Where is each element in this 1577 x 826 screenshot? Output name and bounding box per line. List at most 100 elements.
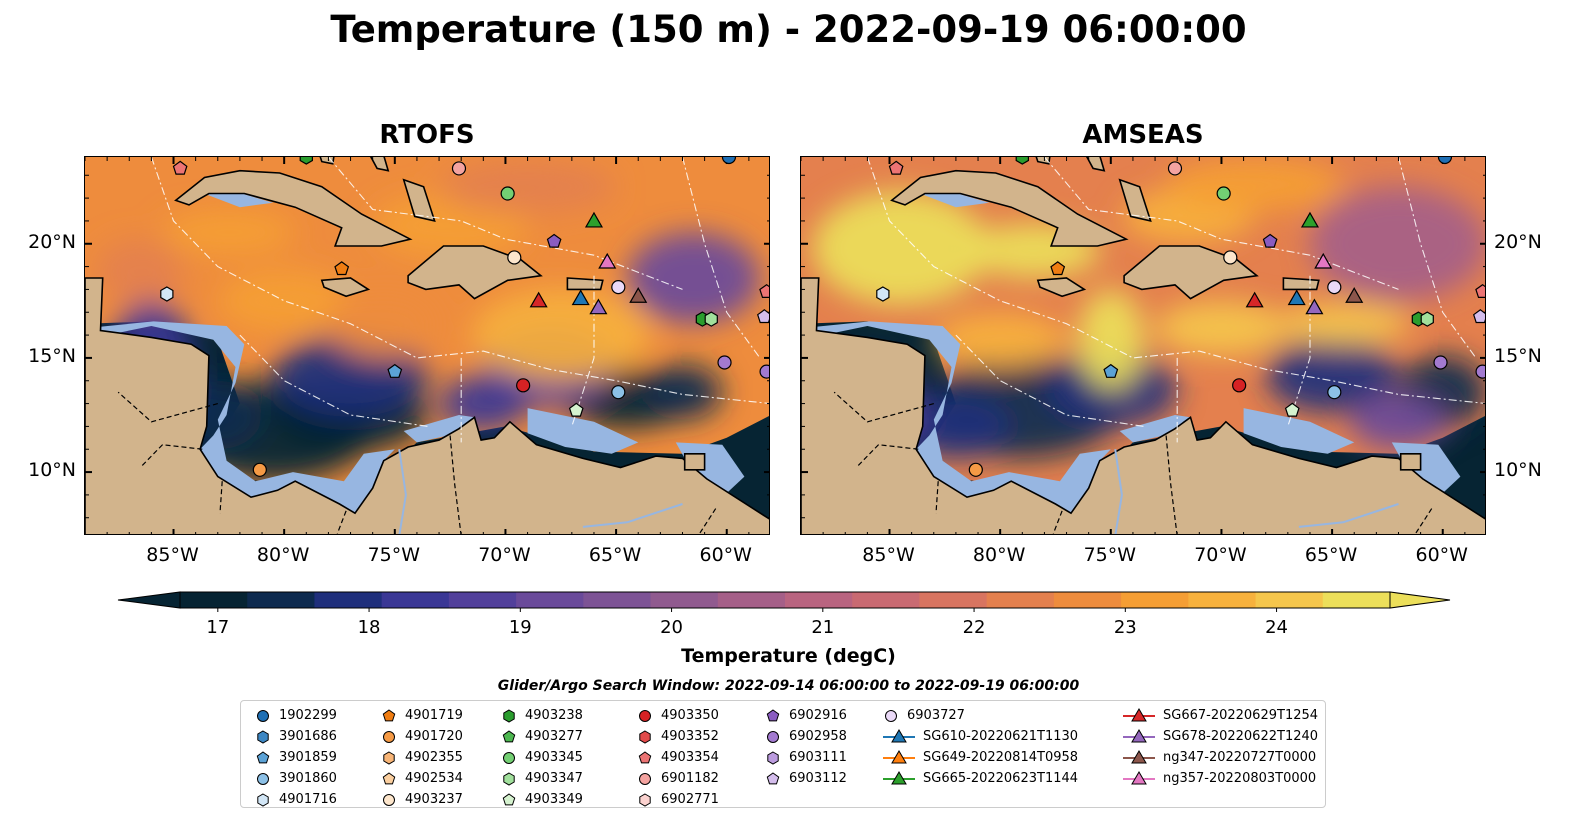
country-border [139, 444, 203, 468]
tick-label: 65°W [588, 544, 642, 566]
shallow-shelf [801, 321, 1111, 514]
legend-label: SG649-20220814T0958 [923, 750, 1079, 765]
country-border [855, 444, 919, 468]
argo-float-4903345[interactable] [500, 186, 515, 201]
argo-float-4903354[interactable] [888, 160, 904, 175]
legend-label: 3901859 [279, 750, 337, 765]
glider-ng347-20220727T0000[interactable] [1345, 287, 1364, 303]
tick-label: 70°W [1194, 544, 1247, 566]
argo-float-6902916[interactable] [546, 233, 562, 248]
argo-float-4903347[interactable] [704, 311, 718, 327]
glider-ng357-20220803T0000[interactable] [1314, 252, 1333, 269]
legend: 1902299 3901686 3901859 3901860 4901716 49017… [240, 700, 1326, 808]
glider-SG665-20220623T1144[interactable] [584, 211, 604, 228]
argo-float-6902958[interactable] [1475, 364, 1486, 379]
argo-float-4903354[interactable] [1475, 283, 1486, 298]
argo-float-6903727[interactable] [1327, 280, 1342, 295]
tick-label: 20°N [28, 230, 76, 253]
argo-float-4903349[interactable] [1284, 402, 1300, 417]
land-bahamas3 [402, 178, 436, 222]
argo-float-4901720[interactable] [252, 462, 267, 477]
argo-float-6902958[interactable] [1433, 355, 1448, 370]
argo-float-4903238[interactable] [1015, 157, 1029, 165]
legend-label: 4903352 [661, 729, 719, 744]
argo-float-4903350[interactable] [516, 378, 531, 393]
argo-float-3901859[interactable] [387, 363, 403, 378]
circle-marker-icon [383, 730, 395, 743]
glider-SG665-20220623T1144[interactable] [1300, 211, 1320, 228]
glider-ng357-20220803T0000[interactable] [598, 252, 617, 269]
argo-float-4903345[interactable] [1216, 186, 1231, 201]
legend-item: 4903352 [637, 726, 719, 747]
colorbar-extend-low [117, 591, 181, 609]
tick-label: 20°N [1494, 230, 1542, 253]
argo-float-1902299[interactable] [1437, 157, 1453, 165]
pentagon-marker-icon [382, 771, 396, 784]
country-border [935, 481, 939, 514]
legend-label: 1902299 [279, 708, 337, 723]
tick-label: 65°W [1304, 544, 1358, 566]
argo-float-4903238[interactable] [299, 157, 313, 165]
land-trinidad [1399, 452, 1422, 471]
triangle-marker-icon [883, 728, 915, 742]
glider-SG678-20220622T1240[interactable] [589, 298, 608, 315]
legend-item: 4903354 [637, 747, 719, 768]
river [1298, 503, 1399, 528]
argo-float-1902299[interactable] [721, 157, 737, 165]
colorbar-tick-label: 19 [508, 617, 532, 638]
land-cuba [890, 169, 1129, 247]
argo-float-4903350[interactable] [1232, 378, 1247, 393]
legend-item: 3901859 [255, 747, 337, 768]
argo-float-6901182[interactable] [451, 161, 467, 176]
legend-item: 6903111 [765, 747, 847, 768]
argo-float-4903347[interactable] [1420, 311, 1434, 327]
legend-label: 6902771 [661, 792, 719, 807]
glider-SG678-20220622T1240[interactable] [1305, 298, 1324, 315]
legend-item: 4903347 [501, 768, 583, 789]
land-jamaica [320, 277, 371, 298]
argo-float-6902916[interactable] [1262, 233, 1278, 248]
glider-SG610-20220621T1130[interactable] [1287, 289, 1306, 306]
page-title: Temperature (150 m) - 2022-09-19 06:00:0… [330, 8, 1247, 51]
pentagon-marker-icon [638, 750, 652, 763]
legend-item: 6902771 [637, 789, 719, 810]
colorbar-segment [583, 592, 652, 608]
argo-float-6903727[interactable] [611, 280, 626, 295]
glider-SG610-20220621T1130[interactable] [571, 289, 590, 306]
legend-label: 4903354 [661, 750, 719, 765]
argo-float-4903354[interactable] [759, 283, 770, 298]
argo-float-4901719[interactable] [1050, 261, 1066, 276]
argo-float-4901716[interactable] [876, 286, 890, 302]
shallow-shelf [85, 321, 395, 514]
legend-item [1123, 789, 1318, 810]
glider-ng347-20220727T0000[interactable] [629, 287, 648, 303]
colorbar-segment [852, 592, 920, 608]
legend-title: Glider/Argo Search Window: 2022-09-14 06… [497, 678, 1080, 694]
map-rtofs[interactable] [84, 156, 770, 535]
argo-float-6901182[interactable] [1167, 161, 1183, 176]
shallow-shelf [1243, 408, 1355, 454]
argo-float-3901860[interactable] [611, 385, 626, 400]
argo-float-4901719[interactable] [334, 261, 350, 276]
argo-float-4903349[interactable] [568, 402, 584, 417]
map-amseas[interactable] [800, 156, 1486, 535]
argo-float-3901859[interactable] [1103, 363, 1119, 378]
argo-float-6903112[interactable] [1472, 309, 1486, 324]
circle-marker-icon [639, 772, 651, 785]
land-bahamas3 [1118, 178, 1152, 222]
argo-float-4903237[interactable] [1223, 250, 1238, 265]
argo-float-6902958[interactable] [759, 364, 770, 379]
glider-SG667-20220629T1254[interactable] [1245, 291, 1264, 308]
country-border [833, 391, 934, 423]
hexagon-marker-icon [257, 729, 269, 744]
argo-float-4903354[interactable] [172, 160, 188, 175]
glider-SG667-20220629T1254[interactable] [529, 291, 548, 308]
land-trinidad [683, 452, 706, 471]
argo-float-4903237[interactable] [507, 250, 522, 265]
argo-float-6902958[interactable] [717, 355, 732, 370]
country-border [336, 510, 347, 534]
argo-float-6903112[interactable] [756, 309, 770, 324]
argo-float-3901860[interactable] [1327, 385, 1342, 400]
argo-float-4901720[interactable] [968, 462, 983, 477]
argo-float-4901716[interactable] [160, 286, 174, 302]
